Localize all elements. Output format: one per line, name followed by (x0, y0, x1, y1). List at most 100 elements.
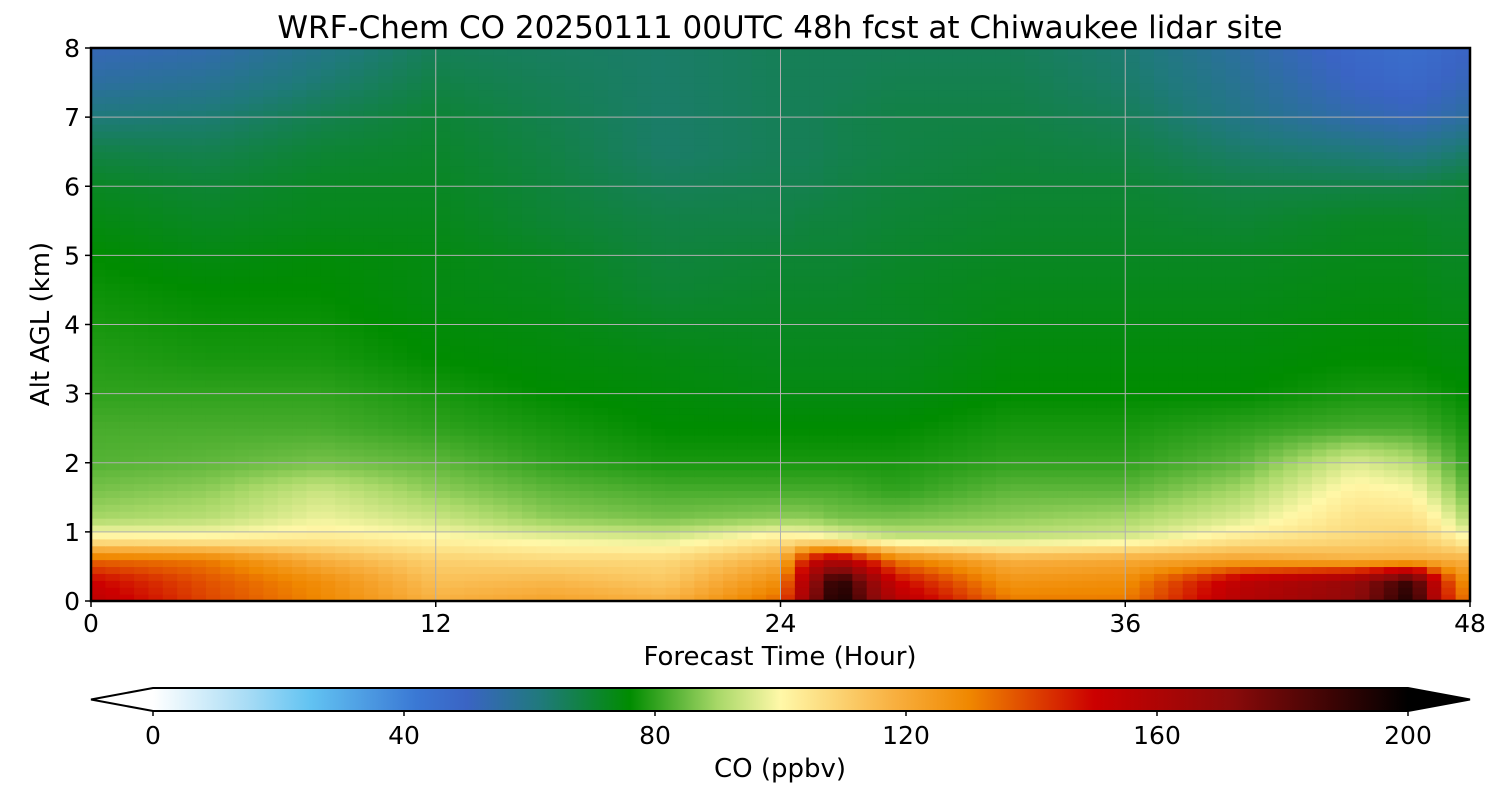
heatmap-cell (565, 469, 580, 478)
heatmap-cell (263, 566, 279, 574)
heatmap-cell (407, 587, 422, 595)
heatmap-cell (593, 469, 609, 478)
heatmap-cell (751, 497, 767, 505)
heatmap-cell (1455, 490, 1471, 498)
heatmap-cell (866, 566, 882, 574)
heatmap-cell (636, 386, 652, 395)
heatmap-cell (852, 269, 868, 277)
heatmap-cell (579, 490, 595, 498)
heatmap-cell (881, 379, 897, 388)
heatmap-cell (924, 566, 940, 574)
heatmap-cell (363, 455, 379, 464)
heatmap-cell (450, 372, 466, 381)
heatmap-cell (478, 345, 494, 353)
heatmap-cell (349, 455, 365, 464)
heatmap-cell (162, 428, 178, 436)
heatmap-cell (320, 538, 336, 547)
heatmap-cell (450, 469, 466, 478)
heatmap-cell (881, 365, 897, 374)
heatmap-cell (1139, 359, 1155, 367)
heatmap-cell (1426, 269, 1442, 277)
heatmap-cell (249, 379, 264, 388)
heatmap-cell (938, 531, 954, 540)
heatmap-cell (1225, 518, 1241, 526)
heatmap-cell (938, 414, 954, 422)
heatmap-cell (205, 345, 221, 353)
heatmap-cell (205, 255, 221, 263)
heatmap-cell (1326, 269, 1342, 277)
heatmap-cell (91, 462, 106, 471)
heatmap-cell (1268, 587, 1284, 595)
heatmap-cell (694, 303, 710, 312)
heatmap-cell (794, 497, 810, 505)
heatmap-cell (1426, 303, 1442, 312)
heatmap-cell (780, 580, 796, 588)
heatmap-cell (679, 262, 695, 270)
heatmap-cell (679, 283, 695, 291)
heatmap-cell (363, 359, 379, 367)
heatmap-cell (1039, 241, 1055, 250)
heatmap-cell (837, 241, 853, 250)
heatmap-cell (1383, 303, 1399, 312)
heatmap-cell (191, 483, 207, 491)
heatmap-cell (263, 518, 279, 526)
heatmap-cell (1125, 331, 1141, 339)
heatmap-cell (421, 511, 437, 519)
heatmap-cell (1383, 289, 1399, 298)
heatmap-cell (1426, 497, 1442, 505)
heatmap-cell (1398, 310, 1414, 319)
heatmap-cell (1455, 262, 1471, 270)
heatmap-cell (507, 283, 523, 291)
heatmap-cell (1268, 566, 1284, 574)
heatmap-cell (1297, 379, 1313, 388)
heatmap-cell (493, 379, 509, 388)
heatmap-cell (1383, 559, 1399, 568)
heatmap-cell (191, 379, 207, 388)
heatmap-cell (1369, 455, 1385, 464)
heatmap-cell (579, 573, 595, 581)
heatmap-cell (507, 476, 523, 485)
heatmap-cell (450, 324, 466, 333)
heatmap-cell (220, 331, 236, 339)
heatmap-cell (1297, 365, 1313, 374)
heatmap-cell (895, 594, 911, 602)
heatmap-cell (478, 455, 494, 464)
heatmap-cell (766, 248, 782, 256)
heatmap-cell (1297, 435, 1313, 443)
heatmap-cell (205, 283, 221, 291)
heatmap-cell (952, 545, 968, 554)
heatmap-cell (177, 545, 193, 554)
heatmap-cell (751, 531, 767, 540)
heatmap-cell (766, 352, 782, 360)
heatmap-cell (263, 248, 279, 256)
heatmap-cell (1096, 428, 1112, 436)
heatmap-cell (1268, 407, 1284, 415)
heatmap-cell (392, 289, 408, 298)
heatmap-cell (1340, 289, 1356, 298)
heatmap-cell (1340, 462, 1356, 471)
heatmap-cell (651, 428, 667, 436)
heatmap-cell (593, 476, 609, 485)
heatmap-cell (277, 303, 293, 312)
heatmap-cell (924, 594, 940, 602)
heatmap-cell (1139, 462, 1155, 471)
heatmap-cell (1168, 448, 1184, 457)
heatmap-cell (1139, 497, 1155, 505)
heatmap-cell (766, 442, 782, 450)
heatmap-cell (938, 338, 954, 346)
heatmap-cell (464, 559, 480, 568)
heatmap-cell (1067, 559, 1083, 568)
heatmap-cell (407, 289, 422, 298)
heatmap-cell (263, 283, 279, 291)
heatmap-cell (1211, 379, 1227, 388)
heatmap-cell (565, 455, 580, 464)
heatmap-cell (464, 393, 480, 402)
heatmap-cell (363, 448, 379, 457)
heatmap-cell (277, 435, 293, 443)
heatmap-cell (407, 283, 422, 291)
heatmap-cell (1297, 587, 1313, 595)
heatmap-cell (1383, 455, 1399, 464)
heatmap-cell (536, 296, 552, 305)
heatmap-cell (723, 594, 738, 602)
heatmap-cell (234, 428, 250, 436)
